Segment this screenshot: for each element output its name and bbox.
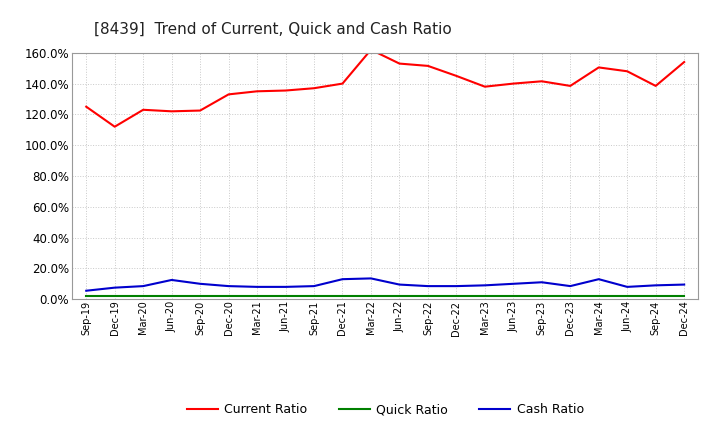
Quick Ratio (196, 293, 204, 299)
Quick Ratio (110, 293, 119, 299)
Quick Ratio (395, 293, 404, 299)
Current Ratio (225, 92, 233, 97)
Cash Ratio (225, 283, 233, 289)
Quick Ratio (509, 293, 518, 299)
Quick Ratio (282, 293, 290, 299)
Current Ratio (509, 81, 518, 86)
Current Ratio (282, 88, 290, 93)
Current Ratio (110, 124, 119, 129)
Current Ratio (623, 69, 631, 74)
Current Ratio (595, 65, 603, 70)
Cash Ratio (310, 283, 318, 289)
Text: [8439]  Trend of Current, Quick and Cash Ratio: [8439] Trend of Current, Quick and Cash … (94, 22, 451, 37)
Current Ratio (423, 63, 432, 69)
Cash Ratio (652, 283, 660, 288)
Cash Ratio (566, 283, 575, 289)
Quick Ratio (566, 293, 575, 299)
Cash Ratio (395, 282, 404, 287)
Quick Ratio (680, 293, 688, 299)
Quick Ratio (139, 293, 148, 299)
Cash Ratio (452, 283, 461, 289)
Cash Ratio (253, 284, 261, 290)
Current Ratio (537, 79, 546, 84)
Current Ratio (680, 59, 688, 65)
Quick Ratio (537, 293, 546, 299)
Current Ratio (652, 83, 660, 88)
Line: Current Ratio: Current Ratio (86, 50, 684, 127)
Line: Cash Ratio: Cash Ratio (86, 279, 684, 291)
Cash Ratio (196, 281, 204, 286)
Quick Ratio (366, 293, 375, 299)
Cash Ratio (509, 281, 518, 286)
Quick Ratio (652, 293, 660, 299)
Cash Ratio (167, 277, 176, 282)
Quick Ratio (623, 293, 631, 299)
Cash Ratio (139, 283, 148, 289)
Quick Ratio (423, 293, 432, 299)
Quick Ratio (310, 293, 318, 299)
Cash Ratio (680, 282, 688, 287)
Cash Ratio (366, 276, 375, 281)
Current Ratio (310, 85, 318, 91)
Quick Ratio (225, 293, 233, 299)
Current Ratio (452, 73, 461, 78)
Cash Ratio (537, 280, 546, 285)
Current Ratio (366, 47, 375, 52)
Quick Ratio (595, 293, 603, 299)
Cash Ratio (110, 285, 119, 290)
Cash Ratio (282, 284, 290, 290)
Current Ratio (253, 88, 261, 94)
Cash Ratio (423, 283, 432, 289)
Cash Ratio (338, 277, 347, 282)
Cash Ratio (82, 288, 91, 293)
Cash Ratio (623, 284, 631, 290)
Current Ratio (338, 81, 347, 86)
Quick Ratio (253, 293, 261, 299)
Legend: Current Ratio, Quick Ratio, Cash Ratio: Current Ratio, Quick Ratio, Cash Ratio (181, 398, 589, 421)
Current Ratio (196, 108, 204, 113)
Cash Ratio (480, 283, 489, 288)
Quick Ratio (338, 293, 347, 299)
Quick Ratio (82, 293, 91, 299)
Cash Ratio (595, 277, 603, 282)
Quick Ratio (452, 293, 461, 299)
Current Ratio (480, 84, 489, 89)
Current Ratio (566, 83, 575, 88)
Current Ratio (167, 109, 176, 114)
Quick Ratio (167, 293, 176, 299)
Current Ratio (139, 107, 148, 112)
Current Ratio (82, 104, 91, 109)
Current Ratio (395, 61, 404, 66)
Quick Ratio (480, 293, 489, 299)
